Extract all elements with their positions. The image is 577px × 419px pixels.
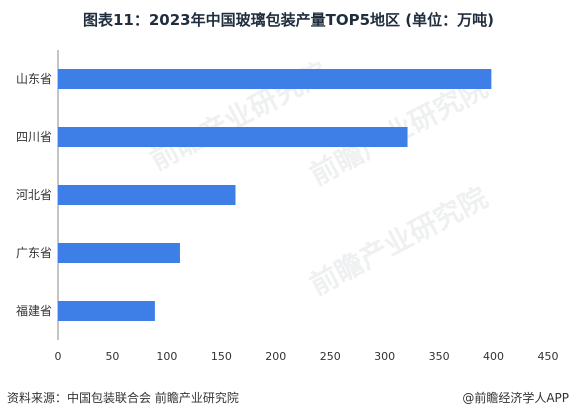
x-tick-label-6: 250 [320,350,341,363]
brand-note: @前瞻经济学人APP [462,391,569,405]
category-label-5: 福建省 [16,303,52,318]
bar-5 [58,301,155,321]
chart-title: 图表11：2023年中国玻璃包装产量TOP5地区 (单位：万吨) [83,11,494,29]
bar-3 [58,185,236,205]
x-tick-label-9: 400 [483,350,504,363]
bar-4 [58,243,180,263]
x-tick-label-4: 150 [211,350,232,363]
x-tick-label-8: 350 [429,350,450,363]
category-label-4: 广东省 [16,246,52,260]
category-label-1: 山东省 [16,72,52,86]
x-tick-label-10: 450 [538,350,559,363]
category-label-2: 四川省 [16,130,52,144]
x-tick-label-7: 300 [374,350,395,363]
source-note: 资料来源：中国包装联合会 前瞻产业研究院 [7,391,239,405]
x-tick-label-3: 100 [156,350,177,363]
x-tick-label-2: 50 [105,350,119,363]
bar-1 [58,69,492,89]
bar-2 [58,127,408,147]
x-tick-label-5: 200 [265,350,286,363]
category-label-3: 河北省 [16,188,52,202]
x-tick-label-1: 0 [55,350,62,363]
